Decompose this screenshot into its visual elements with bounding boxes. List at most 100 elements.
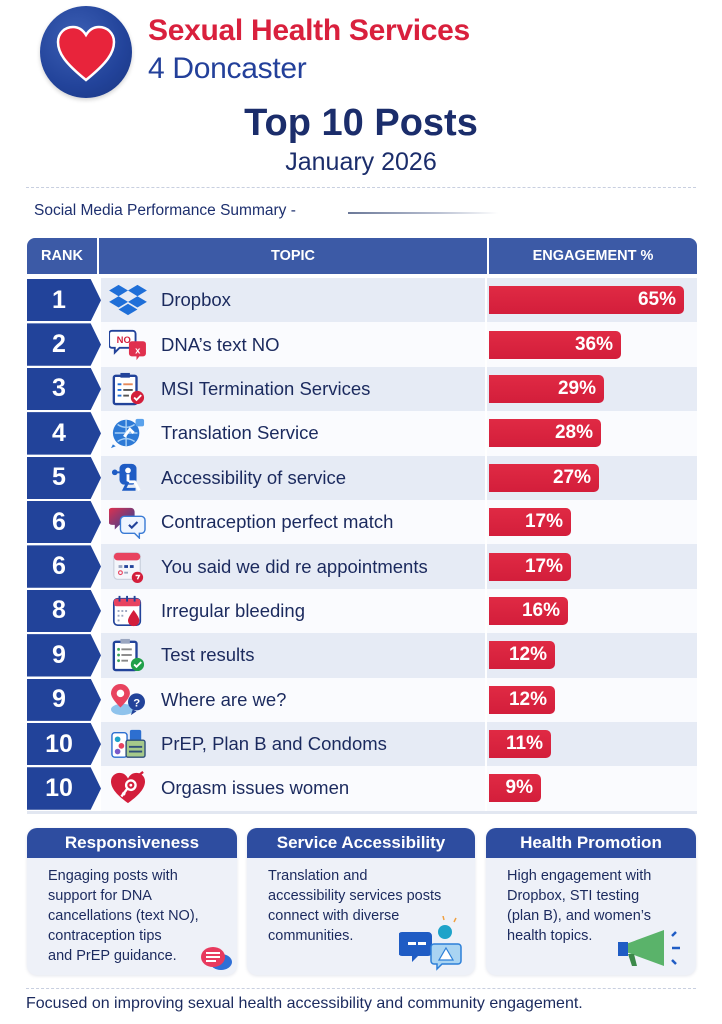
rank-number: 10	[45, 729, 73, 758]
topic-name: MSI Termination Services	[161, 377, 371, 399]
column-header-rank: RANK	[27, 238, 97, 274]
brand-location: 4 Doncaster	[148, 52, 307, 85]
card-line: health topics.	[507, 928, 593, 944]
footer-text: Focused on improving sexual health acces…	[26, 995, 583, 1012]
card-body: High engagement with Dropbox, STI testin…	[486, 858, 696, 946]
engagement-cell: 17%	[487, 499, 697, 545]
engagement-bar: 27%	[489, 463, 599, 492]
table-row: 2 NO x DNA’s text NO 36%	[27, 322, 697, 367]
engagement-bar: 12%	[489, 685, 555, 714]
column-header-engagement: ENGAGEMENT %	[489, 238, 697, 274]
accessibility-icon	[105, 460, 151, 496]
topic-cell: Dropbox	[101, 278, 487, 323]
card-line: accessibility services posts	[268, 888, 442, 904]
rank-badge: 10	[27, 722, 101, 766]
engagement-bar: 12%	[489, 641, 555, 670]
section-label: Social Media Performance Summary -	[34, 202, 296, 219]
page-title: Top 10 Posts	[244, 102, 478, 144]
globe-chat-icon	[105, 415, 151, 451]
topic-cell: Test results	[101, 633, 487, 678]
topic-name: DNA’s text NO	[161, 333, 280, 355]
column-header-topic: TOPIC	[99, 238, 487, 274]
rank-number: 2	[52, 330, 66, 359]
topic-cell: You said we did re appointments	[101, 544, 487, 589]
topic-cell: PrEP, Plan B and Condoms	[101, 721, 487, 767]
engagement-cell: 17%	[487, 544, 697, 589]
chat-check-icon	[105, 504, 151, 540]
table-row: 10 PrEP, Plan B and Condoms 11%	[27, 721, 697, 767]
card-body: Translation and accessibility services p…	[247, 858, 475, 946]
topic-name: Irregular bleeding	[161, 599, 305, 621]
topic-name: PrEP, Plan B and Condoms	[161, 733, 387, 755]
card-body: Engaging posts with support for DNA canc…	[27, 858, 237, 966]
clipboard-check-icon	[105, 371, 151, 407]
chat-alert-icon	[399, 916, 462, 971]
rank-number: 1	[52, 285, 66, 314]
table-header: RANK TOPIC ENGAGEMENT %	[27, 238, 697, 274]
engagement-cell: 16%	[487, 588, 697, 634]
table-row: 10 Orgasm issues women 9%	[27, 766, 697, 811]
rank-badge: 4	[27, 411, 101, 455]
table-row: 6 You said we did re appointments 17%	[27, 544, 697, 589]
topic-name: Where are we?	[161, 688, 287, 710]
card-line: contraception tips	[48, 928, 162, 944]
rank-number: 5	[52, 463, 66, 492]
card-responsiveness: Responsiveness Engaging posts with suppo…	[27, 828, 237, 975]
table-row: 3 MSI Termination Services 29%	[27, 366, 697, 412]
rank-badge: 3	[27, 367, 101, 411]
card-line: connect with diverse	[268, 908, 400, 924]
topic-name: Contraception perfect match	[161, 511, 394, 533]
card-line: High engagement with	[507, 868, 652, 884]
engagement-cell: 12%	[487, 633, 697, 678]
pills-box-icon	[105, 726, 151, 762]
chat-bubbles-icon	[201, 947, 232, 970]
engagement-bar: 11%	[489, 730, 551, 759]
engagement-cell: 29%	[487, 366, 697, 412]
heart-symbol-icon	[105, 770, 151, 806]
engagement-bar: 17%	[489, 508, 571, 537]
engagement-bar: 65%	[489, 286, 684, 315]
calendar-drop-icon	[105, 593, 151, 629]
card-line: cancellations (text NO),	[48, 908, 199, 924]
card-line: and PrEP guidance.	[48, 948, 177, 964]
rank-badge: 5	[27, 456, 101, 500]
topic-name: Translation Service	[161, 422, 319, 444]
logo	[40, 6, 132, 98]
svg-text:?: ?	[133, 697, 140, 709]
card-health-promotion: Health Promotion High engagement with Dr…	[486, 828, 696, 975]
table-row: 6 Contraception perfect match 17%	[27, 499, 697, 545]
card-line: support for DNA	[48, 888, 152, 904]
card-line: Dropbox, STI testing	[507, 888, 640, 904]
divider	[26, 988, 696, 989]
engagement-cell: 12%	[487, 677, 697, 722]
rank-badge: 1	[27, 278, 101, 322]
engagement-cell: 11%	[487, 721, 697, 767]
topic-name: Orgasm issues women	[161, 777, 350, 799]
rank-badge: 9	[27, 678, 101, 722]
rank-number: 4	[52, 418, 66, 447]
card-line: (plan B), and women’s	[507, 908, 652, 924]
table-row: 8 Irregular bleeding 16%	[27, 588, 697, 634]
topic-cell: Orgasm issues women	[101, 766, 487, 811]
rank-number: 10	[45, 773, 73, 802]
topic-name: Dropbox	[161, 289, 231, 311]
topic-cell: Translation Service	[101, 411, 487, 456]
card-title: Service Accessibility	[247, 828, 475, 858]
topic-cell: Contraception perfect match	[101, 499, 487, 545]
svg-text:NO: NO	[117, 335, 131, 346]
engagement-bar: 36%	[489, 330, 621, 359]
heart-icon	[56, 25, 116, 82]
rank-badge: 6	[27, 544, 101, 588]
rank-number: 6	[52, 507, 66, 536]
location-question-icon: ?	[105, 682, 151, 718]
card-title: Health Promotion	[486, 828, 696, 858]
rank-number: 9	[52, 640, 66, 669]
no-message-icon: NO x	[105, 327, 151, 363]
svg-text:x: x	[135, 345, 141, 356]
engagement-bar: 29%	[489, 374, 604, 403]
engagement-cell: 27%	[487, 455, 697, 500]
test-results-icon	[105, 637, 151, 673]
card-service-accessibility: Service Accessibility Translation and ac…	[247, 828, 475, 975]
engagement-cell: 65%	[487, 278, 697, 323]
page-subtitle: January 2026	[285, 148, 437, 176]
